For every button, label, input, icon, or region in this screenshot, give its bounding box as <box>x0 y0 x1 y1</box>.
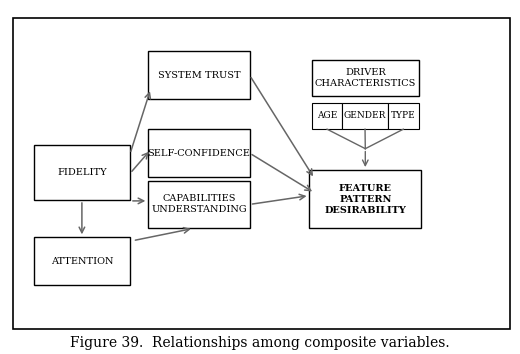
Text: SYSTEM TRUST: SYSTEM TRUST <box>158 71 240 80</box>
Text: Figure 39.  Relationships among composite variables.: Figure 39. Relationships among composite… <box>70 336 450 350</box>
Bar <box>312 103 342 129</box>
Text: AGE: AGE <box>317 112 337 120</box>
Bar <box>148 129 250 177</box>
Text: DRIVER
CHARACTERISTICS: DRIVER CHARACTERISTICS <box>315 68 416 88</box>
Text: CAPABILITIES
UNDERSTANDING: CAPABILITIES UNDERSTANDING <box>151 194 246 215</box>
Text: GENDER: GENDER <box>344 112 386 120</box>
Text: FIDELITY: FIDELITY <box>57 168 107 177</box>
Bar <box>13 18 510 329</box>
Bar <box>309 170 421 228</box>
Bar <box>34 145 130 200</box>
Bar <box>388 103 419 129</box>
Text: SELF-CONFIDENCE: SELF-CONFIDENCE <box>148 149 250 158</box>
Bar <box>148 181 250 228</box>
Text: TYPE: TYPE <box>391 112 415 120</box>
Bar <box>342 103 388 129</box>
Text: ATTENTION: ATTENTION <box>50 257 113 266</box>
Text: FEATURE
PATTERN
DESIRABILITY: FEATURE PATTERN DESIRABILITY <box>324 183 406 215</box>
Bar <box>148 51 250 99</box>
Bar <box>34 237 130 285</box>
Bar <box>312 60 419 96</box>
